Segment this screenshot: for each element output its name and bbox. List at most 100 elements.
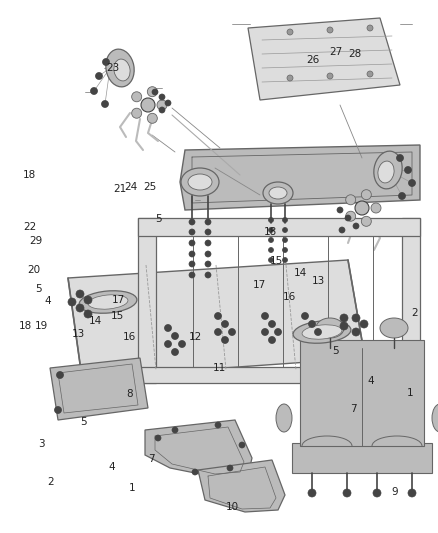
- Ellipse shape: [187, 174, 212, 190]
- Circle shape: [268, 217, 273, 222]
- Circle shape: [84, 310, 92, 318]
- Circle shape: [282, 247, 287, 253]
- Circle shape: [396, 155, 403, 161]
- Circle shape: [408, 180, 414, 187]
- Text: 17: 17: [252, 280, 265, 290]
- Text: 15: 15: [269, 256, 283, 266]
- Circle shape: [282, 217, 287, 222]
- Text: 19: 19: [35, 321, 48, 331]
- Circle shape: [326, 27, 332, 33]
- Circle shape: [345, 211, 355, 221]
- Circle shape: [205, 261, 211, 267]
- Text: 18: 18: [263, 227, 276, 237]
- Circle shape: [141, 98, 155, 112]
- Circle shape: [344, 215, 350, 221]
- Circle shape: [84, 296, 92, 304]
- Circle shape: [360, 216, 371, 227]
- Text: 9: 9: [391, 487, 398, 497]
- Circle shape: [172, 427, 177, 433]
- Text: 22: 22: [23, 222, 36, 231]
- Text: 16: 16: [283, 293, 296, 302]
- Text: 17: 17: [112, 295, 125, 304]
- Circle shape: [282, 257, 287, 262]
- Circle shape: [205, 251, 211, 257]
- Circle shape: [164, 341, 171, 348]
- Text: 2: 2: [410, 308, 417, 318]
- Text: 8: 8: [126, 390, 133, 399]
- Polygon shape: [299, 340, 423, 446]
- Text: 7: 7: [349, 405, 356, 414]
- Text: 1: 1: [128, 483, 135, 492]
- Text: 12: 12: [188, 333, 201, 342]
- Circle shape: [268, 238, 273, 243]
- Circle shape: [95, 72, 102, 79]
- Ellipse shape: [268, 187, 286, 199]
- Circle shape: [339, 322, 347, 330]
- Circle shape: [359, 320, 367, 328]
- Circle shape: [372, 489, 380, 497]
- Circle shape: [102, 59, 109, 66]
- Text: 5: 5: [35, 284, 42, 294]
- Circle shape: [159, 107, 165, 113]
- Circle shape: [68, 298, 76, 306]
- Ellipse shape: [113, 59, 130, 81]
- Text: 27: 27: [328, 47, 342, 56]
- Ellipse shape: [262, 182, 292, 204]
- Circle shape: [366, 71, 372, 77]
- Text: 28: 28: [347, 50, 360, 59]
- Polygon shape: [198, 460, 284, 512]
- Ellipse shape: [301, 325, 341, 339]
- Text: 1: 1: [406, 388, 413, 398]
- Ellipse shape: [293, 321, 350, 343]
- Circle shape: [342, 489, 350, 497]
- Circle shape: [228, 328, 235, 335]
- Circle shape: [336, 207, 342, 213]
- Circle shape: [189, 272, 194, 278]
- Circle shape: [261, 312, 268, 319]
- Circle shape: [301, 312, 308, 319]
- Polygon shape: [291, 443, 431, 473]
- Text: 3: 3: [38, 439, 45, 449]
- Text: 14: 14: [89, 316, 102, 326]
- Circle shape: [76, 290, 84, 298]
- Circle shape: [214, 328, 221, 335]
- Text: 2: 2: [47, 478, 54, 487]
- Circle shape: [171, 349, 178, 356]
- Circle shape: [214, 312, 221, 319]
- Circle shape: [407, 489, 415, 497]
- Ellipse shape: [88, 295, 127, 309]
- Ellipse shape: [379, 318, 407, 338]
- Circle shape: [205, 240, 211, 246]
- Circle shape: [286, 29, 292, 35]
- Circle shape: [191, 469, 198, 475]
- Text: 16: 16: [123, 332, 136, 342]
- Circle shape: [178, 341, 185, 348]
- Text: 4: 4: [108, 463, 115, 472]
- Circle shape: [354, 201, 368, 215]
- Circle shape: [90, 87, 97, 94]
- Ellipse shape: [276, 404, 291, 432]
- Circle shape: [370, 203, 380, 213]
- Circle shape: [326, 73, 332, 79]
- Ellipse shape: [79, 291, 137, 313]
- Circle shape: [226, 465, 233, 471]
- Circle shape: [189, 219, 194, 225]
- Polygon shape: [138, 218, 155, 383]
- Circle shape: [189, 251, 194, 257]
- Text: 4: 4: [367, 376, 374, 386]
- Circle shape: [238, 442, 244, 448]
- Circle shape: [351, 314, 359, 322]
- Circle shape: [398, 192, 405, 199]
- Text: 5: 5: [155, 214, 162, 223]
- Text: 21: 21: [113, 184, 126, 194]
- Text: 13: 13: [311, 277, 324, 286]
- Circle shape: [307, 489, 315, 497]
- Polygon shape: [50, 358, 148, 420]
- Circle shape: [352, 223, 358, 229]
- Circle shape: [366, 25, 372, 31]
- Text: 29: 29: [29, 236, 42, 246]
- Circle shape: [261, 328, 268, 335]
- Circle shape: [268, 320, 275, 327]
- Circle shape: [205, 272, 211, 278]
- Circle shape: [171, 333, 178, 340]
